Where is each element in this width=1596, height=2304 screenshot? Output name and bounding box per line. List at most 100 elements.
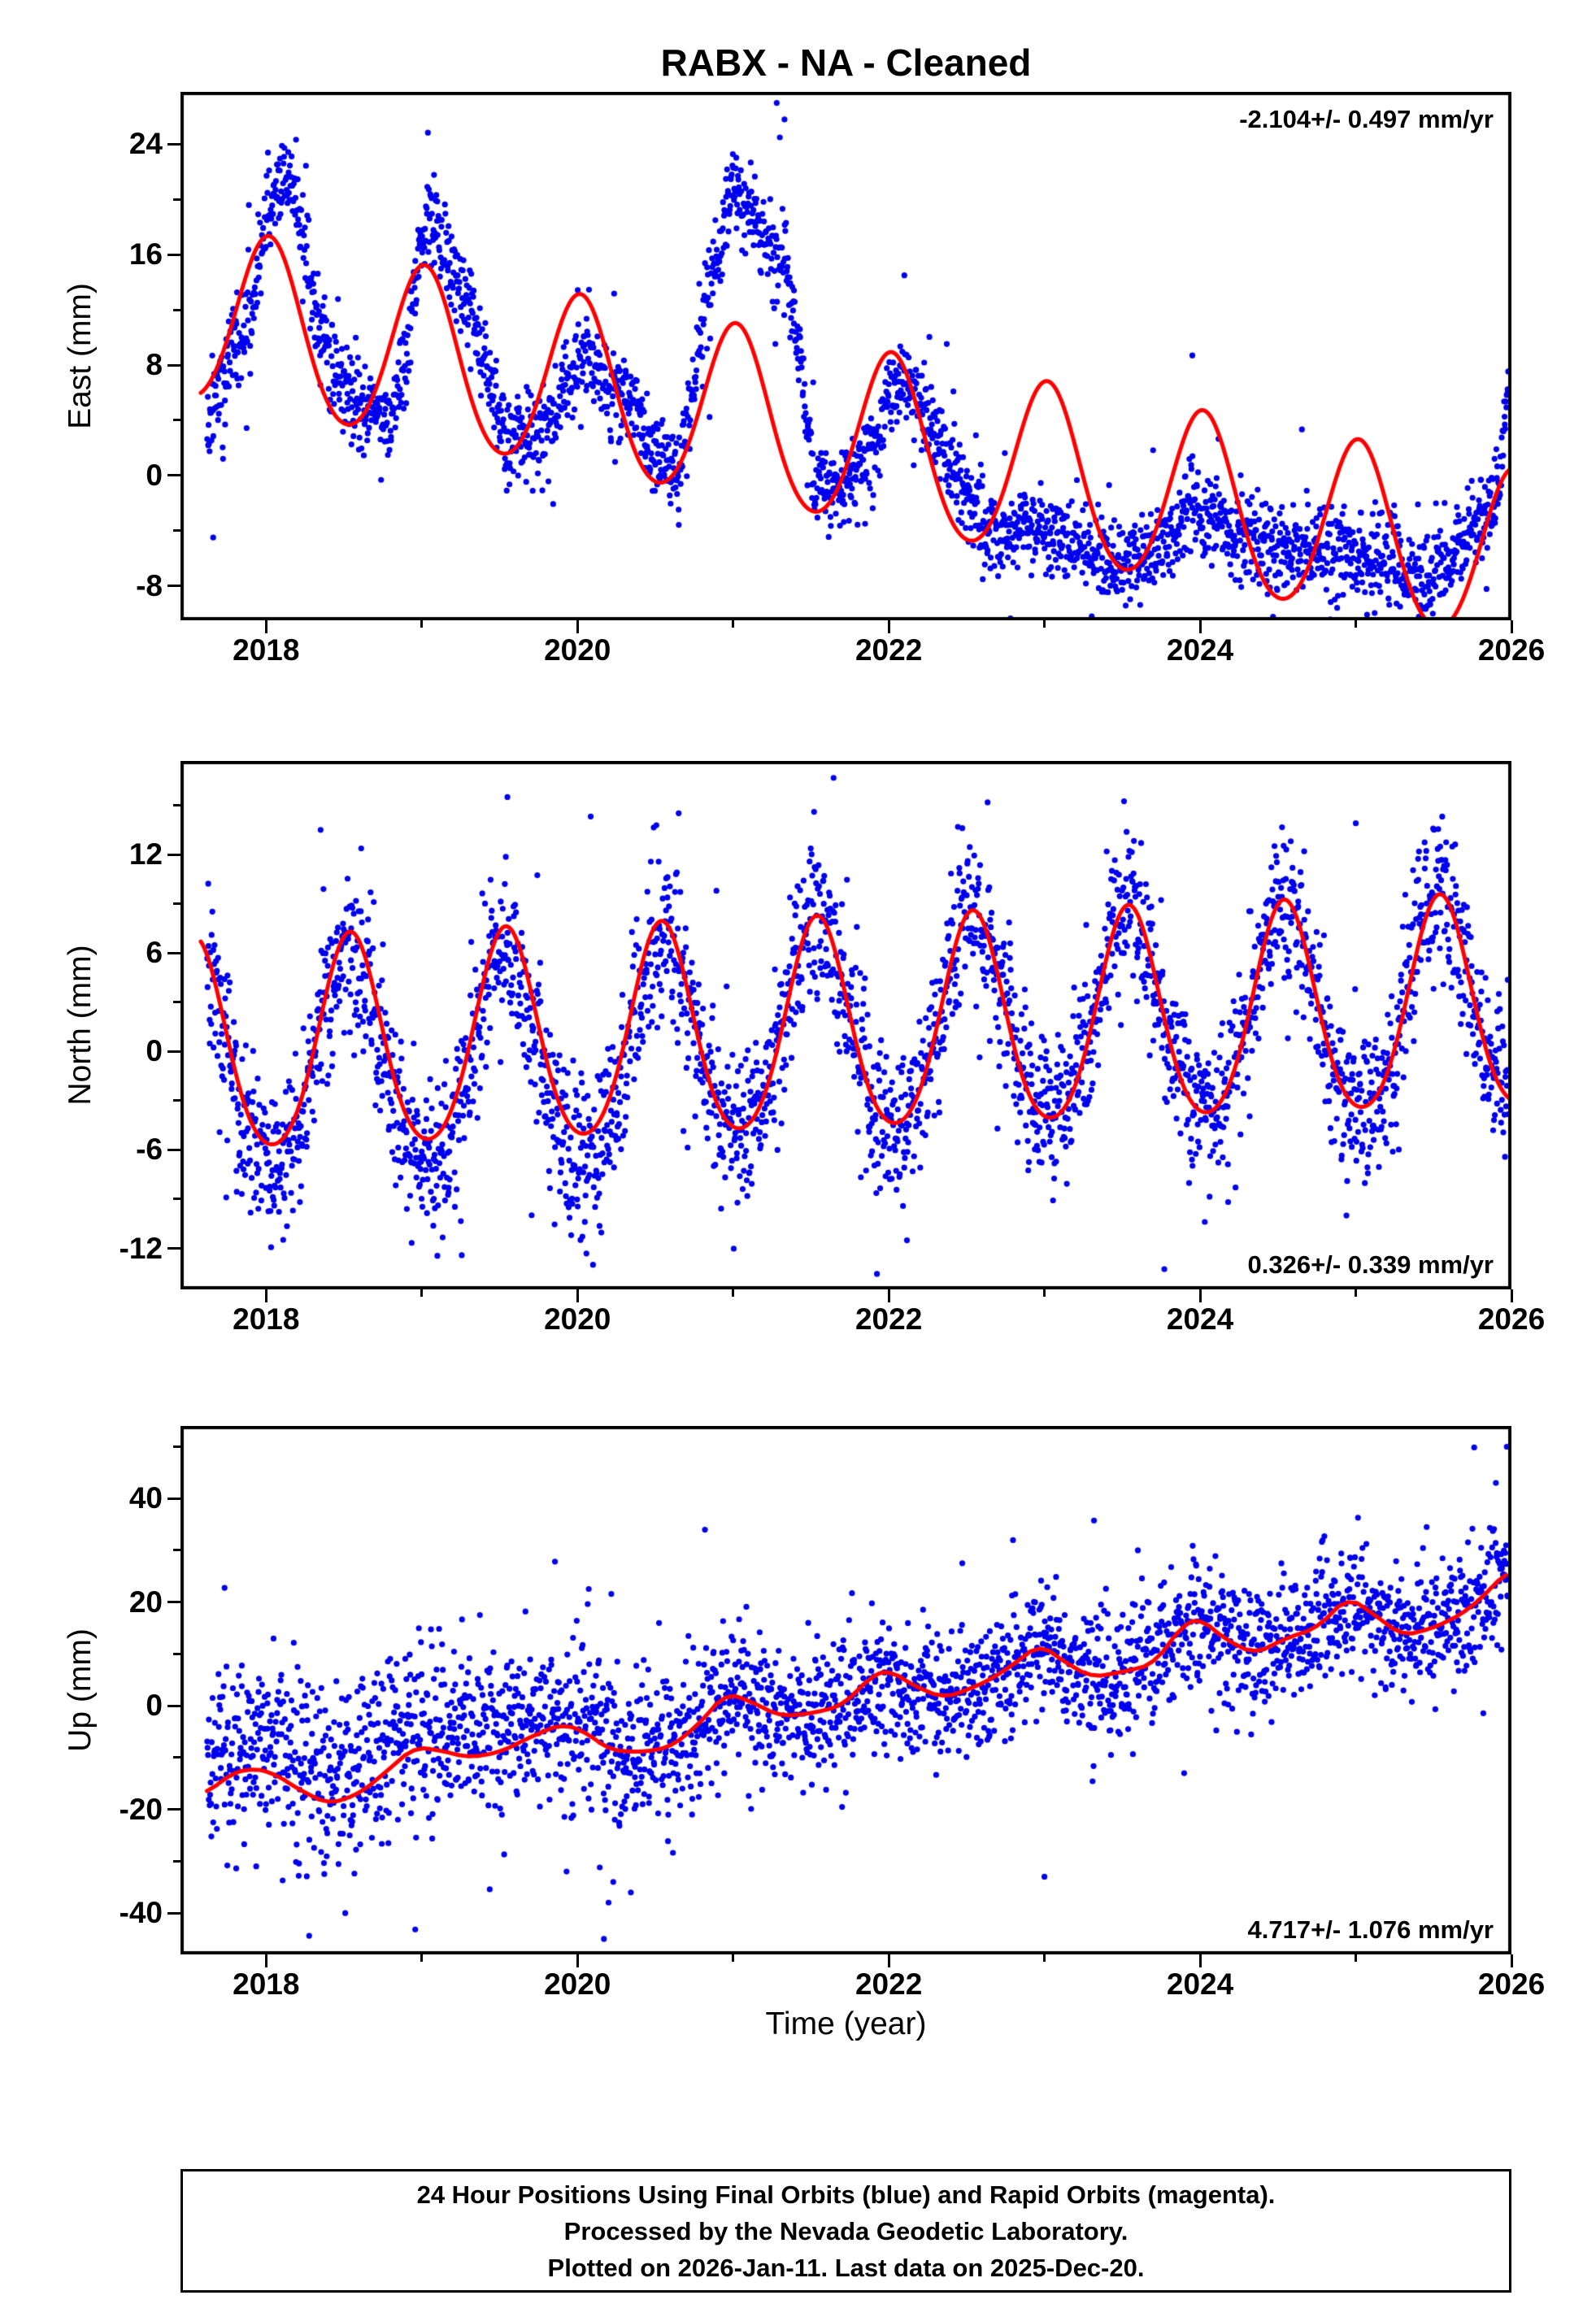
y-minor-tick bbox=[173, 419, 180, 422]
y-tick-label: 8 bbox=[146, 348, 163, 382]
y-major-tick bbox=[167, 1808, 180, 1811]
y-major-tick bbox=[167, 585, 180, 588]
x-major-tick bbox=[264, 1954, 267, 1967]
y-minor-tick bbox=[173, 804, 180, 806]
x-axis-label: Time (year) bbox=[765, 2006, 927, 2041]
x-tick-label: 2018 bbox=[233, 633, 300, 667]
x-tick-label: 2018 bbox=[233, 1967, 300, 2001]
east-plot-canvas bbox=[180, 92, 1511, 620]
x-minor-tick bbox=[420, 620, 424, 628]
y-minor-tick bbox=[173, 1198, 180, 1201]
x-minor-tick bbox=[420, 1289, 424, 1297]
x-tick-label: 2026 bbox=[1477, 1967, 1546, 2001]
x-major-tick bbox=[1198, 1954, 1202, 1967]
y-minor-tick bbox=[173, 902, 180, 906]
y-tick-label: 0 bbox=[146, 1689, 163, 1723]
y-tick-label: 6 bbox=[146, 936, 163, 970]
x-major-tick bbox=[1510, 1954, 1513, 1967]
y-tick-label: 0 bbox=[146, 1034, 163, 1068]
y-tick-label: 20 bbox=[128, 1585, 163, 1619]
y-minor-tick bbox=[173, 308, 180, 311]
y-tick-label: -20 bbox=[119, 1792, 163, 1826]
x-major-tick bbox=[576, 1954, 579, 1967]
x-minor-tick bbox=[1043, 620, 1046, 628]
y-minor-tick bbox=[173, 1859, 180, 1863]
y-tick-label: -8 bbox=[136, 568, 163, 602]
x-tick-label: 2020 bbox=[544, 633, 611, 667]
x-major-tick bbox=[264, 1289, 267, 1302]
x-major-tick bbox=[887, 620, 890, 633]
x-minor-tick bbox=[732, 620, 735, 628]
x-minor-tick bbox=[1355, 1289, 1358, 1297]
x-major-tick bbox=[1198, 1289, 1202, 1302]
footer-line-1: 24 Hour Positions Using Final Orbits (bl… bbox=[416, 2180, 1276, 2209]
y-major-tick bbox=[167, 1497, 180, 1500]
y-major-tick bbox=[167, 363, 180, 367]
x-tick-label: 2018 bbox=[233, 1302, 300, 1336]
x-tick-label: 2020 bbox=[544, 1967, 611, 2001]
y-major-tick bbox=[167, 951, 180, 954]
y-major-tick bbox=[167, 1601, 180, 1604]
y-minor-tick bbox=[173, 1756, 180, 1759]
y-major-tick bbox=[167, 1148, 180, 1151]
footer-box: 24 Hour Positions Using Final Orbits (bl… bbox=[180, 2169, 1511, 2293]
east-panel: -2.104+/- 0.497 mm/yr 2018 2020 2022 2024 20… bbox=[129, 92, 1545, 667]
y-minor-tick bbox=[173, 529, 180, 533]
x-major-tick bbox=[1198, 620, 1202, 633]
x-major-tick bbox=[264, 620, 267, 633]
north-plot-canvas bbox=[180, 761, 1511, 1289]
y-minor-tick bbox=[173, 1652, 180, 1655]
x-major-tick bbox=[1510, 1289, 1513, 1302]
y-tick-label: -12 bbox=[119, 1231, 163, 1265]
x-tick-label: 2020 bbox=[544, 1302, 611, 1336]
y-tick-label: 12 bbox=[128, 837, 163, 872]
up-panel: 4.717+/- 1.076 mm/yr 2018 2020 2022 2024 202… bbox=[120, 1426, 1545, 2001]
x-minor-tick bbox=[732, 1289, 735, 1297]
x-tick-label: 2024 bbox=[1166, 1302, 1234, 1336]
x-tick-label: 2022 bbox=[855, 1967, 923, 2001]
y-tick-label: 40 bbox=[128, 1481, 163, 1515]
y-major-tick bbox=[167, 1050, 180, 1053]
x-minor-tick bbox=[1355, 1954, 1358, 1962]
x-minor-tick bbox=[1043, 1954, 1046, 1962]
y-major-tick bbox=[167, 253, 180, 256]
y-major-tick bbox=[167, 853, 180, 856]
footer-line-3: Plotted on 2026-Jan-11. Last data on 202… bbox=[547, 2253, 1145, 2282]
page-title: RABX - NA - Cleaned bbox=[660, 41, 1032, 84]
y-major-tick bbox=[167, 142, 180, 146]
x-minor-tick bbox=[420, 1954, 424, 1962]
y-major-tick bbox=[167, 1911, 180, 1915]
up-plot-canvas bbox=[180, 1426, 1511, 1954]
x-tick-label: 2026 bbox=[1477, 633, 1546, 667]
y-major-tick bbox=[167, 474, 180, 477]
x-minor-tick bbox=[1355, 620, 1358, 628]
y-minor-tick bbox=[173, 1549, 180, 1552]
x-minor-tick bbox=[732, 1954, 735, 1962]
y-minor-tick bbox=[173, 1099, 180, 1102]
north-panel: 0.326+/- 0.339 mm/yr 2018 2020 2022 2024 202… bbox=[120, 761, 1545, 1336]
x-tick-label: 2022 bbox=[855, 1302, 923, 1336]
up-rate-annotation: 4.717+/- 1.076 mm/yr bbox=[1247, 1915, 1494, 1944]
x-tick-label: 2024 bbox=[1166, 633, 1234, 667]
east-rate-annotation: -2.104+/- 0.497 mm/yr bbox=[1239, 105, 1494, 133]
footer-line-2: Processed by the Nevada Geodetic Laborat… bbox=[563, 2216, 1129, 2245]
x-major-tick bbox=[887, 1954, 890, 1967]
y-minor-tick bbox=[173, 198, 180, 201]
x-tick-label: 2024 bbox=[1166, 1967, 1234, 2001]
y-tick-label: 16 bbox=[128, 237, 163, 272]
x-minor-tick bbox=[1043, 1289, 1046, 1297]
y-major-tick bbox=[167, 1704, 180, 1707]
y-tick-label: -6 bbox=[136, 1132, 163, 1167]
x-major-tick bbox=[576, 620, 579, 633]
x-major-tick bbox=[576, 1289, 579, 1302]
x-major-tick bbox=[1510, 620, 1513, 633]
y-tick-label: 0 bbox=[146, 458, 163, 492]
x-major-tick bbox=[887, 1289, 890, 1302]
y-tick-label: -40 bbox=[119, 1896, 163, 1930]
y-minor-tick bbox=[173, 1001, 180, 1004]
y-tick-label: 24 bbox=[128, 127, 163, 161]
y-minor-tick bbox=[173, 1445, 180, 1448]
x-tick-label: 2022 bbox=[855, 633, 923, 667]
y-major-tick bbox=[167, 1247, 180, 1250]
